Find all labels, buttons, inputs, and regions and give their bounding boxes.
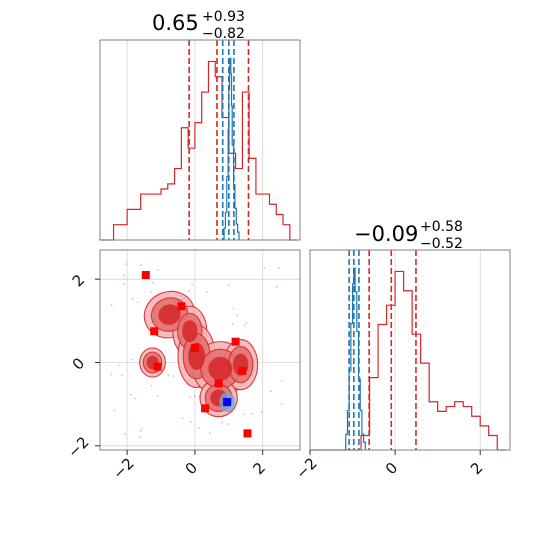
sample-dot: [263, 267, 266, 269]
sample-dot: [280, 379, 283, 382]
marginal-param-1: [99, 39, 301, 241]
red-marker-1: [177, 302, 186, 311]
sample-dot: [190, 420, 192, 423]
joint-panel: −2 0 2 −2 0 2: [64, 249, 301, 483]
sample-dot: [270, 390, 273, 393]
sample-dot: [243, 324, 246, 327]
top-red-histogram: [100, 60, 297, 241]
sample-dot: [136, 301, 139, 304]
joint-xtick-label-0: −2: [109, 454, 137, 482]
title-2-value: −0.09: [354, 222, 418, 246]
sample-dot: [193, 395, 196, 398]
red-marker-6: [214, 379, 223, 388]
joint-ytick-label-1: 0: [69, 354, 88, 373]
title-2-minus: −0.52: [420, 236, 463, 252]
sample-dot: [110, 373, 113, 376]
title-param-2: −0.09 +0.58 −0.52: [354, 219, 463, 252]
sample-dot: [227, 284, 230, 287]
sample-dot: [120, 374, 123, 377]
sample-dot: [208, 432, 211, 435]
sample-dot: [131, 297, 134, 300]
sample-dot: [231, 323, 234, 326]
sample-dot: [251, 412, 254, 415]
sample-dot: [275, 286, 278, 288]
sample-dot: [188, 289, 190, 292]
red-marker-0: [141, 271, 150, 279]
sample-dot: [242, 413, 245, 416]
sample-dot: [150, 384, 153, 387]
right-frame: [309, 249, 511, 451]
sample-dot: [139, 264, 142, 266]
sample-dot: [138, 436, 141, 439]
sample-dot: [260, 411, 263, 413]
top-frame: [99, 39, 301, 241]
right-xtick-label-0: −2: [292, 454, 320, 482]
joint-ytick-label-0: −2: [64, 433, 92, 461]
red-marker-8: [201, 404, 210, 413]
sample-dot: [172, 375, 175, 378]
joint-ytick-label-2: 2: [69, 271, 88, 290]
blue-marker: [223, 398, 232, 407]
sample-dot: [133, 397, 136, 400]
sample-dot: [156, 395, 159, 397]
sample-dot: [130, 393, 132, 396]
sample-dot: [245, 322, 248, 325]
sample-dot: [150, 291, 153, 294]
title-param-1: 0.65 +0.93 −0.82: [152, 9, 245, 42]
marginal-param-2: −2 0 2: [292, 249, 511, 483]
sample-dot: [130, 358, 133, 361]
sample-dot: [139, 430, 142, 432]
red-marker-2: [150, 327, 159, 336]
title-1-plus: +0.93: [202, 9, 245, 25]
right-xtick-label-2: 2: [467, 459, 486, 478]
sample-dot: [189, 395, 192, 398]
joint-xtick-label-1: 0: [182, 459, 201, 478]
sample-dot: [117, 364, 120, 367]
sample-dot: [140, 427, 143, 430]
sample-dot: [123, 274, 126, 277]
title-1-value: 0.65: [152, 11, 199, 35]
sample-dot: [125, 263, 128, 266]
red-marker-7: [238, 366, 247, 375]
sample-dot: [157, 269, 159, 272]
top-blue-histogram: [222, 57, 240, 241]
joint-frame: [99, 249, 301, 451]
sample-dot: [110, 304, 113, 307]
joint-xtick-label-2: 2: [249, 459, 268, 478]
sample-dot: [191, 283, 194, 286]
red-marker-4: [190, 343, 199, 352]
sample-dot: [227, 423, 230, 425]
title-2-plus: +0.58: [420, 219, 463, 235]
right-xtick-label-1: 0: [382, 459, 401, 478]
right-blue-histogram: [344, 267, 366, 451]
sample-dot: [123, 282, 126, 285]
contour-level-2-blob-0: [158, 304, 181, 325]
sample-dot: [198, 427, 200, 430]
sample-dot: [221, 421, 224, 424]
sample-dot: [152, 281, 154, 284]
sample-dot: [205, 291, 208, 294]
red-marker-3: [153, 362, 162, 371]
sample-dot: [167, 374, 170, 376]
sample-dot: [277, 266, 280, 269]
title-1-minus: −0.82: [202, 26, 245, 42]
sample-dot: [236, 314, 239, 317]
red-marker-5: [231, 337, 240, 346]
sample-dot: [123, 432, 126, 435]
right-red-histogram: [310, 270, 506, 451]
sample-dot: [181, 417, 184, 420]
contour-level-2-blob-1: [182, 320, 198, 343]
red-marker-9: [243, 429, 252, 438]
sample-dot: [113, 409, 116, 412]
sample-dot: [232, 307, 235, 310]
sample-dot: [280, 403, 283, 406]
